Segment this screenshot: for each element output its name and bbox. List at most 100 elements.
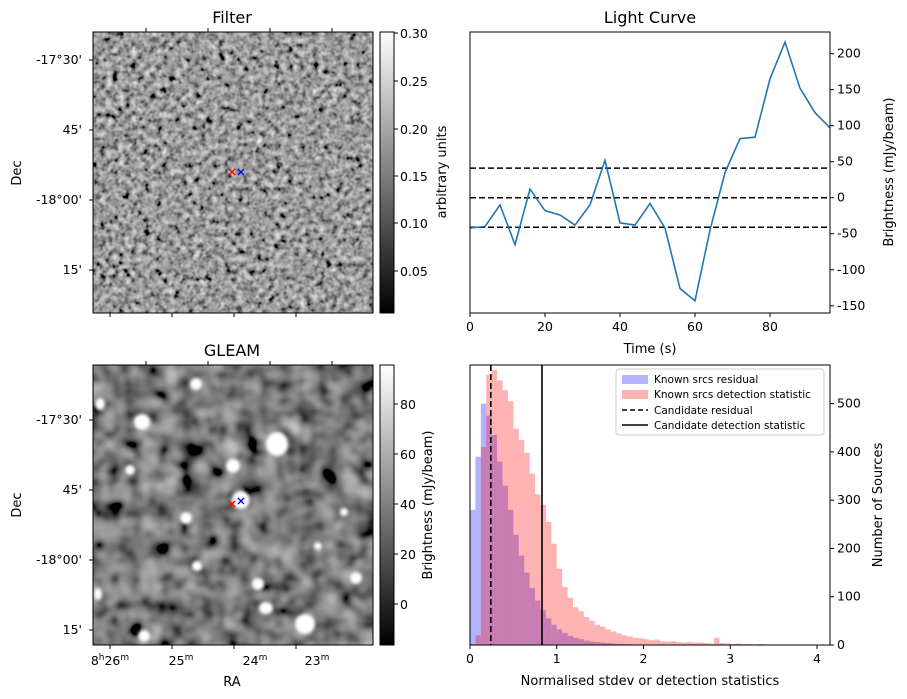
- histogram-bar: [507, 401, 514, 645]
- y-tick-label: 200: [837, 540, 861, 555]
- gleam-yticks: [89, 419, 93, 631]
- histogram-bar: [708, 643, 714, 645]
- histogram-bar: [524, 572, 530, 645]
- histogram-bar: [480, 447, 487, 645]
- gleam-ylabel: Dec: [10, 492, 25, 517]
- y-tick-label: 400: [837, 444, 861, 459]
- gleam-panel: GLEAM: [10, 341, 436, 690]
- histogram-bar: [551, 543, 557, 645]
- histogram-bar: [724, 643, 731, 645]
- x-tick-label: 40: [612, 319, 628, 334]
- histogram-bar: [703, 643, 709, 645]
- histogram-bar: [638, 638, 644, 645]
- histogram-bar: [583, 617, 590, 645]
- histogram-bar: [491, 435, 498, 645]
- histogram-bar: [556, 629, 563, 645]
- y-tick-label: -100: [837, 262, 865, 277]
- histogram-bar: [681, 642, 687, 645]
- histogram-bar: [676, 642, 682, 645]
- histogram-bar: [567, 635, 574, 645]
- filter-cbar-tick: 0.15: [400, 169, 428, 184]
- histogram-xticks: 0 1 2 3 4: [466, 645, 821, 666]
- histogram-bar: [540, 505, 546, 645]
- filter-cbar-tick: 0.10: [400, 216, 428, 231]
- histogram-bar: [486, 415, 492, 645]
- x-tick-label: 80: [762, 319, 778, 334]
- histogram-bar: [610, 631, 617, 645]
- y-tick-label: 0: [837, 190, 845, 205]
- histogram-bar: [573, 607, 579, 645]
- x-tick-label: 2: [640, 651, 648, 666]
- histogram-bar: [545, 618, 552, 645]
- y-tick-label: 0: [837, 637, 845, 652]
- filter-ytick-label: -18°00': [36, 192, 82, 207]
- histogram-bar: [497, 461, 503, 645]
- gleam-xtick-label: 24m: [243, 653, 268, 668]
- histogram-bar: [627, 636, 633, 645]
- histogram-bar: [535, 494, 541, 645]
- gleam-ytick-label: -18°00': [36, 552, 82, 567]
- histogram-xlabel: Normalised stdev or detection statistics: [521, 674, 780, 689]
- gleam-xtick-label: 23m: [305, 653, 330, 668]
- histogram-bar: [735, 643, 742, 645]
- x-tick-label: 4: [813, 651, 821, 666]
- histogram-bar: [659, 641, 666, 645]
- legend-box: [615, 368, 825, 436]
- histogram-bar: [491, 369, 498, 645]
- light-curve-xlabel: Time (s): [623, 342, 677, 357]
- histogram-bar: [529, 588, 536, 645]
- gleam-sources: [94, 378, 362, 642]
- histogram-bar: [502, 390, 508, 645]
- histogram-bar: [518, 439, 525, 645]
- filter-cbar-tick: 0.20: [400, 122, 428, 137]
- filter-panel: Filter -17°30' 45' -18°00' 15' De: [10, 8, 450, 317]
- gleam-ytick-label: 45': [63, 482, 82, 497]
- histogram-bar: [475, 456, 481, 645]
- histogram-bar: [535, 600, 541, 645]
- gleam-cbar-tick: 20: [400, 547, 416, 562]
- histogram-bar: [686, 642, 693, 645]
- legend-swatch-residual: [622, 375, 648, 384]
- histogram-bar: [600, 626, 606, 645]
- filter-cbar-tick: 0.25: [400, 74, 428, 89]
- gleam-frame: [92, 364, 374, 646]
- y-tick-label: 100: [837, 118, 861, 133]
- histogram-candidate-lines: [490, 365, 543, 645]
- light-curve-ylabel: Brightness (mJy/beam): [882, 98, 897, 247]
- histogram-bar: [692, 642, 698, 645]
- light-curve-line: [470, 39, 830, 303]
- histogram-bar: [540, 610, 546, 645]
- histogram-bar: [648, 640, 655, 645]
- histogram-bar: [589, 641, 595, 645]
- histogram-bar: [713, 637, 720, 645]
- histogram-bar: [513, 534, 519, 645]
- histogram-bar: [578, 639, 584, 645]
- filter-markers: [228, 168, 245, 176]
- histogram-bar: [594, 642, 601, 645]
- filter-title: Filter: [212, 8, 252, 27]
- histogram-bar: [643, 639, 649, 645]
- histogram-bar: [502, 485, 508, 645]
- histogram-bar: [605, 643, 611, 645]
- y-tick-label: 500: [837, 396, 861, 411]
- histogram-chart: 0 1 2 3 4 0 100 200 300 400 500 Normalised stdev …: [466, 364, 886, 689]
- histogram-bar: [480, 403, 487, 645]
- light-curve-chart: Light Curve 0 20 40 60 80 -150 -100 -50 0 50 100 1…: [466, 8, 897, 357]
- histogram-bar: [610, 643, 617, 645]
- y-tick-label: 100: [837, 589, 861, 604]
- gleam-ytick-label: 15': [63, 622, 82, 637]
- histogram-bar: [583, 640, 590, 645]
- filter-xticks: [109, 28, 333, 317]
- gleam-xtick-label: 25m: [169, 653, 194, 668]
- gleam-xticks: [109, 361, 333, 649]
- histogram-bar: [562, 632, 568, 645]
- gleam-ytick-label: -17°30': [36, 412, 82, 427]
- light-curve-series: [470, 39, 830, 303]
- x-tick-label: 0: [466, 651, 474, 666]
- gleam-cbar-tick: 0: [400, 597, 408, 612]
- histogram-bar: [665, 641, 671, 645]
- light-curve-threshold-lines: [470, 167, 830, 229]
- histogram-bar: [578, 611, 584, 645]
- light-curve-yticks: -150 -100 -50 0 50 100 150 200: [830, 46, 865, 313]
- gleam-colorbar: [379, 364, 395, 646]
